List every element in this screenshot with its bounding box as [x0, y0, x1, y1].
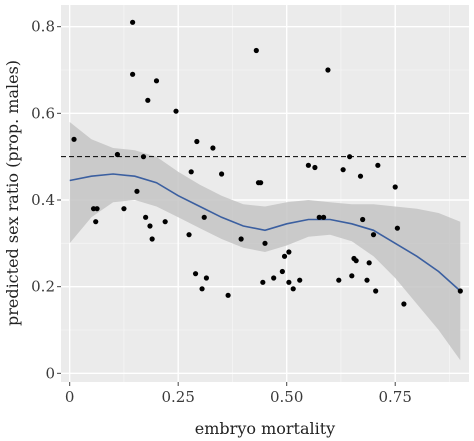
data-point: [312, 164, 318, 171]
smooth-line: [69, 173, 461, 292]
data-point: [347, 154, 353, 160]
data-point: [71, 136, 77, 142]
data-point: [370, 232, 377, 238]
data-point: [457, 288, 463, 294]
data-point: [253, 47, 259, 54]
data-point: [401, 301, 407, 307]
y-tick-label: 0: [45, 364, 55, 382]
data-point: [305, 162, 312, 168]
data-point: [286, 279, 292, 285]
data-point: [286, 249, 292, 255]
data-point: [93, 219, 99, 225]
data-point: [260, 279, 266, 285]
data-point: [153, 78, 160, 84]
smooth-line-layer: [69, 173, 461, 292]
data-point: [210, 145, 216, 151]
data-point: [373, 288, 379, 294]
data-point: [336, 277, 342, 283]
data-point: [130, 71, 136, 77]
data-point: [279, 268, 285, 275]
y-tick-label: 0.6: [31, 104, 55, 122]
data-point: [297, 277, 303, 283]
data-point: [121, 206, 127, 212]
data-point: [94, 206, 100, 212]
x-axis-ticks: 0 0.25 0.50 0.75: [65, 382, 412, 406]
data-point: [194, 138, 200, 145]
y-axis-ticks: 0 0.2 0.4 0.6 0.8: [31, 18, 61, 382]
data-point: [218, 171, 225, 177]
x-tick-label: 0.50: [270, 388, 303, 406]
data-point: [140, 154, 147, 160]
data-point: [258, 180, 264, 186]
data-point: [366, 260, 372, 266]
data-point: [130, 19, 136, 25]
data-point: [188, 169, 194, 175]
data-point: [149, 236, 155, 242]
data-point: [162, 219, 168, 225]
data-point: [340, 167, 346, 173]
data-point: [364, 277, 370, 283]
data-point: [186, 232, 192, 238]
data-point: [353, 258, 359, 264]
data-point: [357, 173, 364, 179]
data-point: [392, 184, 398, 190]
data-point: [238, 236, 244, 242]
data-point: [375, 162, 381, 168]
y-tick-label: 0.2: [31, 278, 55, 296]
data-point: [145, 97, 151, 103]
data-point: [199, 286, 205, 292]
data-point: [114, 151, 121, 158]
data-point: [147, 223, 153, 229]
data-point: [316, 214, 322, 220]
data-point: [281, 253, 288, 259]
data-point: [201, 214, 207, 220]
data-point: [349, 273, 355, 279]
y-axis-title: predicted sex ratio (prop. males): [3, 60, 22, 326]
data-point: [173, 108, 179, 114]
data-point: [143, 214, 149, 220]
points-layer: [71, 19, 463, 307]
data-point: [192, 271, 199, 277]
data-point: [271, 275, 277, 281]
x-tick-label: 0.25: [161, 388, 194, 406]
data-point: [203, 275, 210, 281]
x-tick-label: 0.75: [379, 388, 412, 406]
data-point: [320, 214, 327, 220]
x-tick-label: 0: [65, 388, 75, 406]
y-tick-label: 0.8: [31, 18, 55, 36]
data-point: [290, 286, 296, 292]
x-axis-title: embryo mortality: [195, 419, 335, 438]
data-point: [134, 188, 140, 194]
y-tick-label: 0.4: [31, 191, 55, 209]
data-point: [325, 67, 331, 73]
data-point: [262, 240, 268, 246]
data-point: [360, 216, 366, 223]
data-point: [394, 225, 400, 231]
data-point: [225, 292, 231, 298]
